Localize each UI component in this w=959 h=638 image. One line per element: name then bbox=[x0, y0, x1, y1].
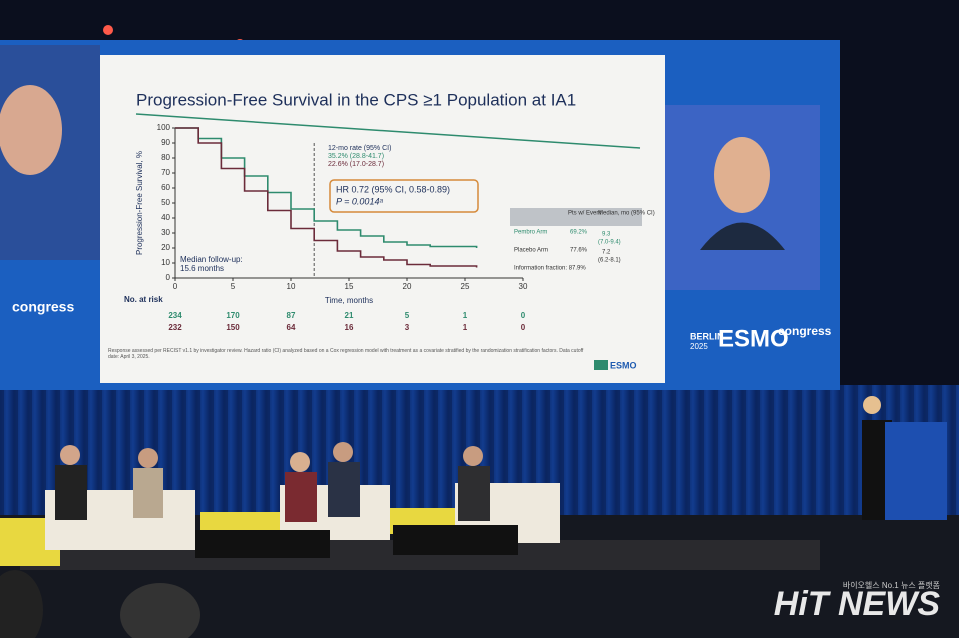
followup: 15.6 months bbox=[180, 264, 224, 273]
y-tick-label: 80 bbox=[161, 153, 170, 162]
x-tick-label: 0 bbox=[173, 282, 178, 291]
x-tick-label: 30 bbox=[519, 282, 528, 291]
hazard-ratio: HR 0.72 (95% CI, 0.58-0.89) bbox=[336, 184, 450, 194]
footnote: Response assessed per RECIST v1.1 by inv… bbox=[108, 348, 584, 360]
p-value: P = 0.0014ᵃ bbox=[336, 196, 383, 206]
at-risk-count: 3 bbox=[405, 323, 410, 332]
x-tick-label: 25 bbox=[461, 282, 470, 291]
x-tick-label: 5 bbox=[231, 282, 236, 291]
panel bbox=[0, 396, 947, 638]
title-rule bbox=[135, 113, 641, 149]
at-risk-count: 232 bbox=[168, 323, 182, 332]
y-tick-label: 40 bbox=[161, 213, 170, 222]
at-risk-table: 234 170 87 21 5 1 0 232 150 64 16 3 1 0 bbox=[168, 311, 525, 332]
x-tick-label: 10 bbox=[287, 282, 296, 291]
brand-label: ESMO bbox=[718, 325, 789, 352]
survival-curve bbox=[175, 127, 478, 268]
slide-title: Progression-Free Survival in the CPS ≥1 … bbox=[136, 90, 576, 109]
x-axis-label: Time, months bbox=[325, 296, 373, 305]
logo-mark bbox=[594, 360, 608, 370]
y-tick-label: 100 bbox=[157, 123, 171, 132]
at-risk-count: 0 bbox=[521, 323, 526, 332]
table-cell: 69.2% bbox=[570, 230, 588, 236]
at-risk-count: 1 bbox=[463, 323, 468, 332]
table-info: Information fraction: 87.9% bbox=[514, 266, 586, 272]
y-tick-label: 70 bbox=[161, 168, 170, 177]
followup: Median follow-up: bbox=[180, 255, 243, 264]
at-risk-count: 0 bbox=[521, 311, 526, 320]
y-tick-label: 30 bbox=[161, 228, 170, 237]
y-tick-label: 60 bbox=[161, 183, 170, 192]
y-tick-label: 0 bbox=[166, 273, 171, 282]
y-tick-label: 90 bbox=[161, 138, 170, 147]
table-header: Pts w/ Event bbox=[568, 211, 602, 217]
at-risk-count: 87 bbox=[287, 311, 296, 320]
rate-header: 12-mo rate (95% CI) bbox=[328, 145, 391, 152]
year-label: 2025 bbox=[690, 342, 708, 351]
table-cell: 77.6% bbox=[570, 248, 588, 254]
table-cell: Placebo Arm bbox=[514, 248, 548, 254]
footnote-box: Response assessed per RECIST v1.1 by inv… bbox=[108, 348, 584, 360]
x-tick-label: 20 bbox=[403, 282, 412, 291]
table-cell: (7.0-9.4) bbox=[598, 240, 621, 246]
at-risk-label: No. at risk bbox=[124, 295, 163, 304]
at-risk-count: 234 bbox=[168, 311, 182, 320]
y-axis-label: Progression-Free Survival, % bbox=[135, 151, 144, 255]
city-label: BERLIN bbox=[690, 331, 724, 341]
watermark-tagline: 바이오헬스 No.1 뉴스 플랫폼 bbox=[843, 580, 940, 590]
congress-label: congress bbox=[12, 299, 74, 315]
at-risk-count: 16 bbox=[345, 323, 354, 332]
watermark-brand: HiT NEWS bbox=[774, 585, 941, 623]
speaker-body bbox=[700, 222, 785, 250]
speaker-face bbox=[714, 137, 770, 213]
at-risk-count: 64 bbox=[287, 323, 296, 332]
table-header: Median, mo (95% CI) bbox=[598, 211, 655, 217]
y-tick-label: 10 bbox=[161, 258, 170, 267]
y-tick-label: 20 bbox=[161, 243, 170, 252]
x-tick-label: 15 bbox=[345, 282, 354, 291]
table-cell: 9.3 bbox=[602, 232, 611, 238]
hr-box bbox=[329, 179, 479, 213]
table-header-bg bbox=[510, 208, 642, 226]
y-tick-label: 50 bbox=[161, 198, 170, 207]
at-risk-count: 170 bbox=[226, 311, 240, 320]
at-risk-count: 5 bbox=[405, 311, 410, 320]
table-cell: Pembro Arm bbox=[514, 230, 547, 236]
survival-curve bbox=[175, 127, 478, 248]
congress-label: congress bbox=[778, 324, 832, 338]
km-plot: 0 10 20 30 40 50 60 70 80 90 100 0 5 10 15 20 25 30 Time, … bbox=[135, 123, 528, 305]
table-cell: 7.2 bbox=[602, 250, 611, 256]
rate-pembro: 35.2% (28.8-41.7) bbox=[328, 153, 384, 160]
at-risk-count: 1 bbox=[463, 311, 468, 320]
speaker-face bbox=[0, 85, 62, 175]
slide-logo: ESMO bbox=[610, 360, 637, 370]
table-cell: (6.2-8.1) bbox=[598, 258, 621, 264]
rate-placebo: 22.6% (17.0-28.7) bbox=[328, 161, 384, 168]
at-risk-count: 150 bbox=[226, 323, 240, 332]
at-risk-count: 21 bbox=[345, 311, 354, 320]
